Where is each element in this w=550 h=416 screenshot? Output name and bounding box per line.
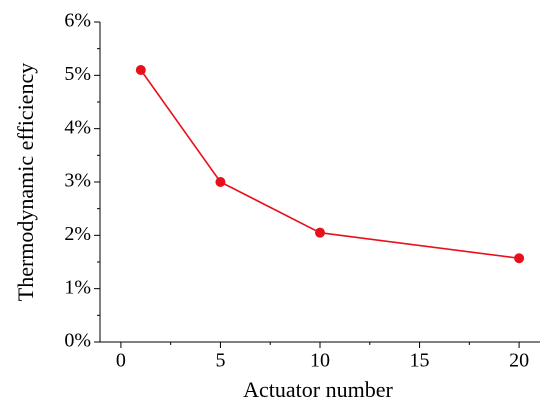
y-tick-label: 1% [64,276,91,298]
y-tick-label: 4% [64,116,91,138]
x-tick-label: 10 [310,350,330,372]
x-tick-label: 0 [116,350,126,372]
y-tick-label: 2% [64,223,91,245]
x-tick-label: 5 [215,350,225,372]
x-tick-label: 15 [410,350,430,372]
data-point [215,177,226,187]
line-series [140,69,520,260]
data-point [135,65,146,75]
y-axis-title: Thermodynamic efficiency [13,63,38,301]
y-tick-label: 3% [64,170,91,192]
data-point [514,253,525,264]
y-tick-label: 5% [64,63,91,85]
data-point [315,227,325,238]
x-tick-label: 20 [509,350,529,372]
y-tick-label: 0% [64,330,91,352]
y-tick-label: 6% [64,10,91,32]
x-axis-title: Actuator number [243,377,393,402]
